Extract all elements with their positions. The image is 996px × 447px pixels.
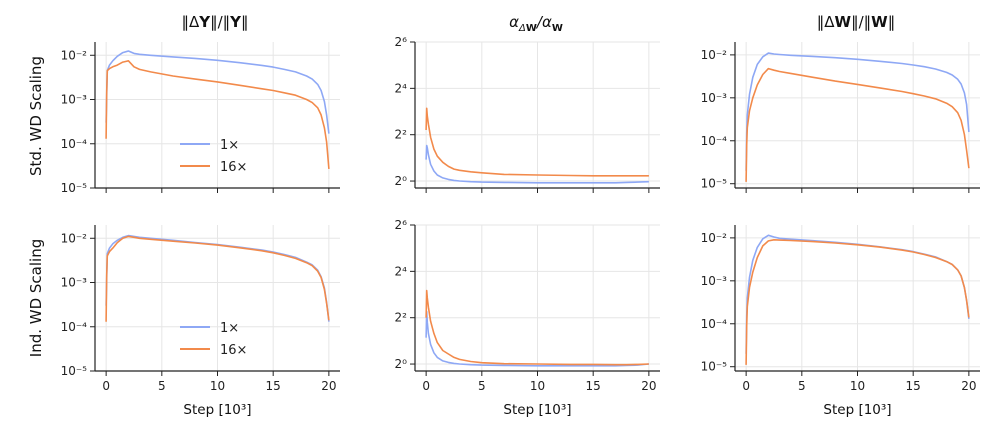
- panel-2: 10⁻⁵ 10⁻⁴ 10⁻³ 10⁻²: [701, 42, 980, 193]
- y-tick-label: 10⁻⁵: [61, 181, 88, 195]
- x-axis-label: Step [10³]: [823, 402, 891, 418]
- panel-0: 10⁻⁵ 10⁻⁴ 10⁻³ 10⁻² 1× 16×: [61, 42, 340, 195]
- y-tick-label: 10⁻²: [61, 48, 88, 62]
- series-line-1x: [425, 310, 649, 367]
- x-axis-label: Step [10³]: [183, 402, 251, 418]
- series-line-16x: [745, 239, 970, 365]
- x-tick-label: 10: [530, 379, 545, 393]
- y-tick-label: 10⁻³: [701, 91, 728, 105]
- series-line-1x: [425, 144, 649, 184]
- y-tick-label: 10⁻³: [61, 276, 88, 290]
- y-tick-label: 2⁶: [395, 35, 408, 49]
- panel-5: 0 5 10 15 20 10⁻⁵ 10⁻⁴ 10⁻³ 10⁻² Step [10³]: [701, 225, 980, 418]
- y-tick-label: 10⁻²: [61, 231, 88, 245]
- x-tick-label: 0: [422, 379, 430, 393]
- title-alpha-ratio: αΔW/αW: [509, 13, 563, 34]
- y-tick-label: 10⁻⁵: [701, 360, 728, 374]
- row-label-std: Std. WD Scaling: [27, 56, 45, 176]
- x-tick-label: 15: [266, 379, 281, 393]
- y-tick-label: 10⁻²: [701, 48, 728, 62]
- series-line-16x: [105, 59, 330, 169]
- row-label-ind: Ind. WD Scaling: [27, 239, 45, 357]
- y-tick-label: 10⁻³: [701, 274, 728, 288]
- series-line-16x: [105, 235, 330, 322]
- y-tick-label: 10⁻⁴: [701, 134, 728, 148]
- y-tick-label: 2⁴: [395, 81, 408, 95]
- x-tick-label: 20: [641, 379, 656, 393]
- y-tick-label: 2⁰: [395, 174, 408, 188]
- y-tick-label: 2²: [395, 311, 408, 325]
- y-tick-label: 10⁻⁴: [61, 320, 88, 334]
- y-tick-label: 2⁴: [395, 264, 408, 278]
- y-tick-label: 10⁻³: [61, 93, 88, 107]
- x-tick-label: 20: [961, 379, 976, 393]
- x-tick-label: 15: [906, 379, 921, 393]
- legend-label: 1×: [220, 321, 239, 336]
- x-tick-label: 10: [210, 379, 225, 393]
- legend-label: 1×: [220, 138, 239, 153]
- y-tick-label: 10⁻⁵: [61, 364, 88, 378]
- series-line-1x: [105, 50, 330, 134]
- panel-1: 2⁰ 2² 2⁴ 2⁶: [395, 35, 660, 193]
- title-delta-y: ‖ΔY‖/‖Y‖: [181, 13, 248, 31]
- x-tick-label: 0: [742, 379, 750, 393]
- legend-label: 16×: [220, 160, 247, 175]
- y-tick-label: 10⁻⁵: [701, 177, 728, 191]
- x-tick-label: 20: [321, 379, 336, 393]
- panel-4: 0 5 10 15 20 2⁰ 2² 2⁴ 2⁶ Step [10³]: [395, 218, 660, 418]
- panel-3: 0 5 10 15 20 10⁻⁵ 10⁻⁴ 10⁻³ 10⁻² Step [10³] 1× 16×: [61, 225, 340, 418]
- y-tick-label: 10⁻²: [701, 231, 728, 245]
- x-tick-label: 5: [158, 379, 166, 393]
- series-line-16x: [425, 289, 649, 366]
- x-tick-label: 15: [586, 379, 601, 393]
- x-tick-label: 10: [850, 379, 865, 393]
- y-tick-label: 2²: [395, 128, 408, 142]
- legend-label: 16×: [220, 343, 247, 358]
- x-tick-label: 0: [102, 379, 110, 393]
- series-line-16x: [425, 107, 649, 177]
- series-line-1x: [745, 52, 970, 171]
- y-tick-label: 10⁻⁴: [701, 317, 728, 331]
- y-tick-label: 2⁰: [395, 357, 408, 371]
- title-delta-w: ‖ΔW‖/‖W‖: [817, 13, 895, 31]
- x-axis-label: Step [10³]: [503, 402, 571, 418]
- x-tick-label: 5: [478, 379, 486, 393]
- y-tick-label: 2⁶: [395, 218, 408, 232]
- y-tick-label: 10⁻⁴: [61, 137, 88, 151]
- series-line-16x: [745, 67, 970, 182]
- x-tick-label: 5: [798, 379, 806, 393]
